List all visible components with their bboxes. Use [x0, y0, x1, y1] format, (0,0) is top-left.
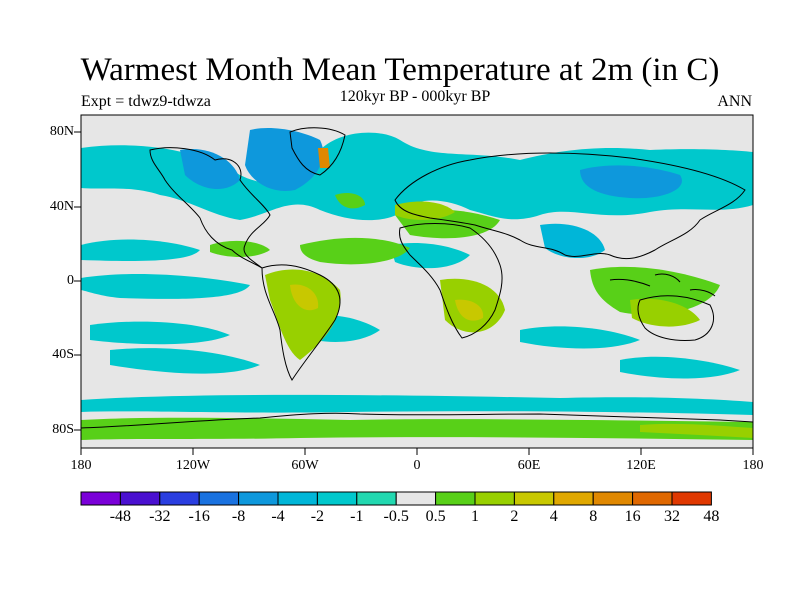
coast-south-america: [261, 264, 341, 381]
lon-label-60e: 60E: [517, 458, 541, 473]
colorbar-label-0: -48: [109, 508, 132, 525]
lon-label-120e: 120E: [626, 458, 656, 473]
chart-title: Warmest Month Mean Temperature at 2m (in…: [80, 52, 720, 88]
field-south-america-warm: [265, 269, 341, 360]
field-arctic-cool: [81, 132, 753, 221]
colorbar-label-10: 2: [510, 508, 519, 525]
colorbar-label-14: 32: [664, 508, 680, 525]
colorbar-label-9: 1: [471, 508, 479, 525]
lat-label-80n: 80N: [49, 124, 74, 139]
season-label: ANN: [717, 93, 752, 110]
field-australia-warm: [630, 298, 700, 327]
field-south-africa-warm-core: [455, 299, 484, 321]
colorbar-label-8: 0.5: [425, 508, 446, 525]
colorbar-swatch-7: [356, 491, 397, 506]
colorbar-swatch-5: [277, 491, 318, 506]
colorbar-label-11: 4: [549, 508, 558, 525]
colorbar-label-5: -2: [310, 508, 325, 525]
field-south-america-warm-core: [290, 284, 319, 311]
colorbar-swatch-4: [238, 491, 279, 506]
lon-label-180e: 180: [742, 458, 764, 473]
colorbar-swatch-9: [435, 491, 476, 506]
coastlines: [80, 127, 754, 429]
field-siberia-cool: [580, 165, 682, 199]
colorbar-label-7: -0.5: [383, 508, 409, 525]
coast-greenland: [289, 127, 346, 176]
field-indian-cool: [520, 326, 640, 349]
coast-north-america: [149, 147, 271, 269]
field-antarctic-warm: [81, 417, 753, 440]
colorbar-swatch-3: [198, 491, 240, 506]
colorbar-swatch-10: [474, 491, 515, 506]
subtitle: 120kyr BP - 000kyr BP: [339, 88, 491, 105]
colorbar-label-12: 8: [589, 508, 598, 525]
field-north-atlantic-warm: [335, 193, 365, 209]
coast-eurasia: [394, 152, 746, 260]
field-south-pacific-cool-2: [110, 348, 260, 374]
field-sahara-cool: [390, 243, 470, 269]
colorbar-swatch-2: [159, 491, 200, 506]
coast-africa: [399, 223, 503, 339]
lon-label-60w: 60W: [291, 458, 319, 473]
colorbar-swatch-12: [553, 491, 594, 506]
colorbar-label-6: -1: [350, 508, 364, 525]
colorbar-label-3: -8: [231, 508, 246, 525]
field-southern-ocean-cool: [81, 394, 753, 415]
lat-label-80s: 80S: [52, 422, 74, 437]
lon-label-0: 0: [413, 458, 421, 473]
field-tropical-atlantic-warm: [300, 237, 410, 265]
colorbar-label-15: 48: [703, 508, 720, 525]
field-pacific-cool-south: [81, 274, 250, 299]
colorbar-label-13: 16: [624, 508, 641, 525]
field-maritime-warm: [590, 266, 720, 315]
anomaly-fields: [81, 128, 753, 440]
colorbar-swatch-0: [80, 491, 121, 506]
colorbar-swatch-6: [316, 491, 358, 506]
colorbar-swatch-1: [119, 491, 161, 506]
field-europe-warm: [395, 201, 455, 220]
field-greenland-warm: [318, 148, 330, 168]
coast-antarctica: [80, 412, 754, 429]
field-australia-south-cool: [620, 356, 740, 379]
colorbar-swatch-11: [513, 491, 555, 506]
experiment-label: Expt = tdwz9-tdwza: [81, 93, 211, 110]
colorbar-swatch-15: [671, 491, 712, 506]
colorbar-swatch-8: [395, 491, 437, 506]
colorbar-swatch-14: [632, 491, 673, 506]
field-tibet-cool: [540, 223, 605, 259]
field-canada-cool: [180, 149, 240, 190]
field-pacific-cool-north: [81, 239, 200, 261]
lat-label-40n: 40N: [49, 199, 74, 214]
colorbar-swatch-13: [592, 491, 634, 506]
field-antarctic-warm-2: [640, 423, 753, 438]
lon-label-180w: 180: [70, 458, 92, 473]
lat-label-0: 0: [67, 273, 74, 288]
colorbar-label-2: -16: [188, 508, 210, 525]
field-greenland-cool: [245, 128, 324, 191]
lon-label-120w: 120W: [175, 458, 211, 473]
colorbar-label-4: -4: [271, 508, 285, 525]
coast-indonesia: [609, 273, 716, 297]
field-pacific-green: [210, 240, 270, 257]
axis-ticks: [74, 131, 754, 455]
coast-australia: [637, 295, 714, 341]
lat-label-40s: 40S: [52, 347, 74, 362]
colorbar-label-1: -32: [149, 508, 171, 525]
field-south-pacific-cool: [90, 321, 230, 345]
